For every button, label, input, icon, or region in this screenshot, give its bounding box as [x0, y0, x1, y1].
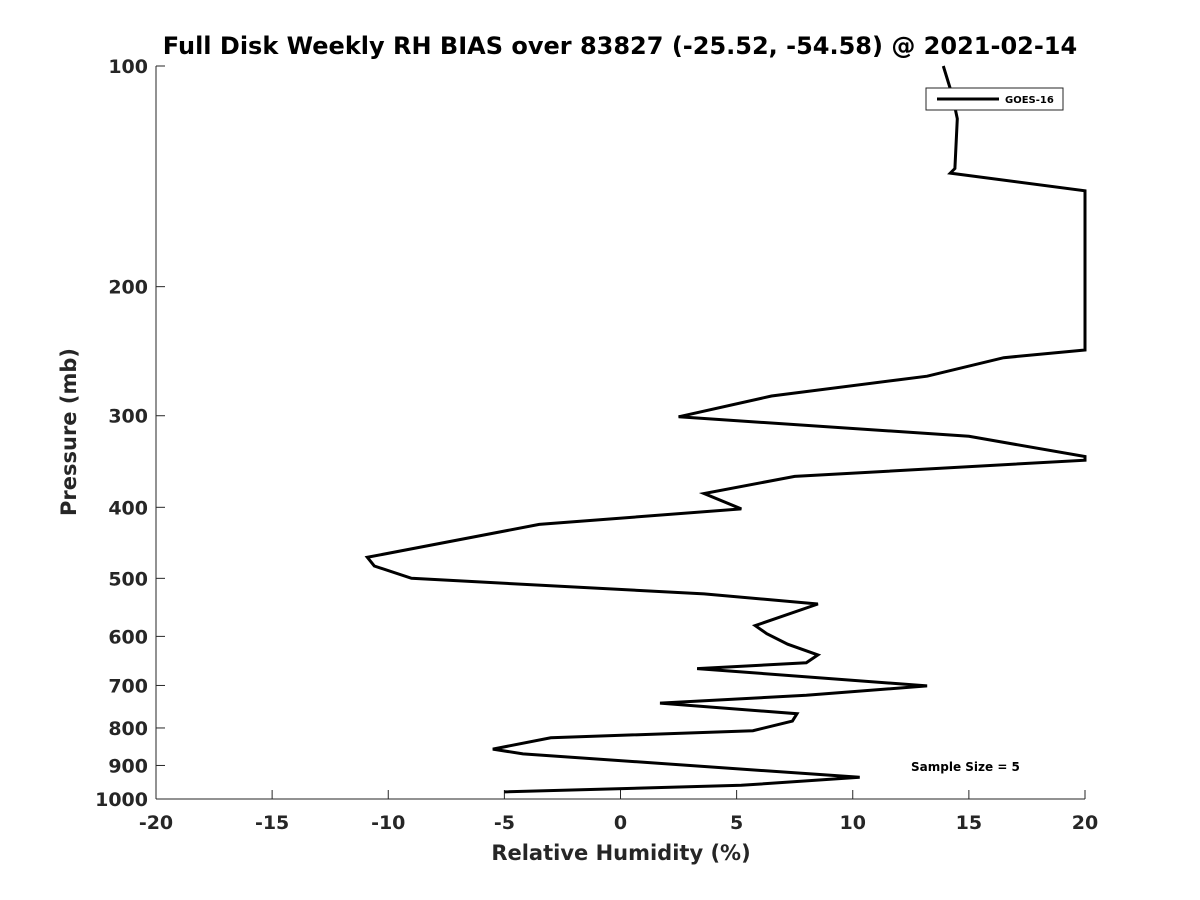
- y-tick-label: 500: [108, 568, 148, 590]
- y-axis: 100 200 300 400 500 600 700 800 900 1000: [95, 56, 165, 811]
- chart-title: Full Disk Weekly RH BIAS over 83827 (-25…: [163, 32, 1077, 60]
- series-line-goes-16: [364, 65, 1087, 794]
- plot-area: [364, 65, 1087, 794]
- x-tick-label: 15: [956, 812, 982, 834]
- x-axis-label: Relative Humidity (%): [491, 841, 750, 865]
- x-tick-label: 5: [730, 812, 743, 834]
- y-tick-label: 200: [108, 277, 148, 299]
- y-tick-label: 400: [108, 497, 148, 519]
- y-tick-label: 100: [108, 56, 148, 78]
- x-tick-label: -20: [139, 812, 173, 834]
- y-tick-label: 700: [108, 675, 148, 697]
- x-tick-label: -15: [255, 812, 289, 834]
- x-tick-label: 20: [1072, 812, 1098, 834]
- legend: GOES-16: [925, 87, 1064, 111]
- x-axis: -20 -15 -10 -5 0 5 10 15 20: [139, 790, 1098, 834]
- y-tick-label: 900: [108, 755, 148, 777]
- y-tick-label: 800: [108, 718, 148, 740]
- y-tick-label: 1000: [95, 789, 148, 811]
- x-tick-label: -5: [494, 812, 515, 834]
- x-tick-label: 10: [840, 812, 866, 834]
- sample-size-annotation: Sample Size = 5: [911, 760, 1020, 774]
- y-tick-label: 300: [108, 406, 148, 428]
- y-axis-label: Pressure (mb): [57, 348, 81, 516]
- x-tick-label: 0: [614, 812, 627, 834]
- axes: [155, 66, 1085, 800]
- legend-label: GOES-16: [1005, 95, 1054, 106]
- y-tick-label: 600: [108, 626, 148, 648]
- x-tick-label: -10: [371, 812, 405, 834]
